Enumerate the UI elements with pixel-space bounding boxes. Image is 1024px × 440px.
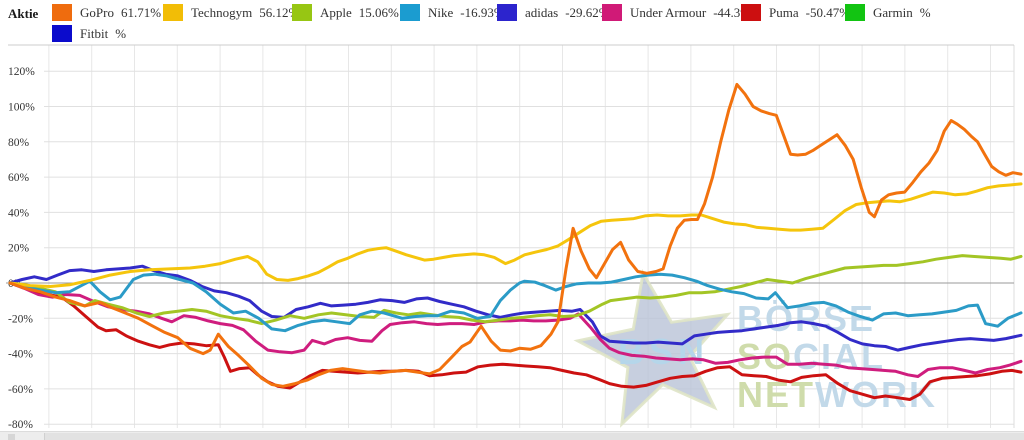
bsn-star-icon	[573, 268, 732, 428]
legend-item-puma[interactable]: Puma -50.47%	[741, 4, 850, 23]
legend-value-gopro: 61.71%	[120, 5, 162, 20]
y-axis-tick-label: 20%	[8, 243, 30, 255]
legend-item-technogym[interactable]: Technogym 56.12%	[163, 4, 299, 23]
series-line-apple	[8, 254, 1023, 326]
legend-value-fitbit: %	[115, 26, 127, 41]
legend-item-garmin[interactable]: Garmin%	[845, 4, 931, 23]
legend-swatch-adidas	[497, 4, 517, 21]
horizontal-gridlines: 120%100%80%60%40%20%0%-20%-40%-60%-80%	[6, 44, 1014, 431]
series-line-gopro	[8, 82, 1023, 388]
watermark-line-text: BÖRSE	[737, 298, 875, 339]
legend-swatch-apple	[292, 4, 312, 21]
legend-swatch-nike	[400, 4, 420, 21]
legend-label-adidas: adidas	[525, 5, 559, 20]
legend-label-gopro: GoPro	[80, 5, 114, 20]
y-axis-tick-label: -20%	[8, 313, 33, 325]
y-axis-tick-label: -40%	[8, 349, 33, 361]
legend-label-technogym: Technogym	[191, 5, 253, 20]
series-lines	[8, 82, 1023, 401]
legend-item-gopro[interactable]: GoPro 61.71%	[52, 4, 161, 23]
legend-item-nike[interactable]: Nike -16.93%	[400, 4, 505, 23]
legend-swatch-garmin	[845, 4, 865, 21]
legend-item-fitbit[interactable]: Fitbit%	[52, 25, 126, 44]
legend-label-apple: Apple	[320, 5, 352, 20]
y-axis-tick-label: 100%	[8, 102, 35, 114]
legend: Aktie GoPro 61.71% Technogym 56.12% Apple 15.…	[0, 0, 1024, 46]
series-line-under-armour	[8, 281, 1023, 378]
series-line-adidas	[8, 264, 1023, 352]
legend-value-garmin: %	[919, 5, 931, 20]
legend-value-technogym: 56.12%	[259, 5, 300, 20]
legend-value-puma: -50.47%	[805, 5, 851, 20]
y-axis-tick-label: 40%	[8, 207, 30, 219]
legend-label-fitbit: Fitbit	[80, 26, 109, 41]
series-line-nike	[8, 272, 1023, 333]
series-line-technogym	[8, 182, 1023, 288]
legend-label-garmin: Garmin	[873, 5, 913, 20]
legend-value-adidas: -29.62%	[565, 5, 610, 20]
legend-item-under-armour[interactable]: Under Armour -44.39%	[602, 4, 758, 23]
scrollbar-left-button[interactable]	[8, 434, 15, 440]
legend-swatch-fitbit	[52, 25, 72, 42]
y-axis-tick-label: 60%	[8, 172, 30, 184]
scrollbar-thumb[interactable]	[44, 433, 1024, 440]
legend-swatch-technogym	[163, 4, 183, 21]
legend-swatch-under-armour	[602, 4, 622, 21]
legend-label-puma: Puma	[769, 5, 799, 20]
watermark-line-text: NETWORK	[737, 374, 937, 415]
legend-label-under-armour: Under Armour	[630, 5, 707, 20]
legend-label-nike: Nike	[428, 5, 454, 20]
y-axis-tick-label: -60%	[8, 384, 33, 396]
legend-title: Aktie	[8, 6, 39, 21]
legend-value-nike: -16.93%	[460, 5, 505, 20]
y-axis-tick-label: 80%	[8, 137, 30, 149]
legend-swatch-gopro	[52, 4, 72, 21]
legend-item-apple[interactable]: Apple 15.06%	[292, 4, 399, 23]
legend-value-apple: 15.06%	[358, 5, 399, 20]
legend-swatch-puma	[741, 4, 761, 21]
y-axis-tick-label: -80%	[8, 419, 33, 431]
legend-item-adidas[interactable]: adidas -29.62%	[497, 4, 610, 23]
y-axis-tick-label: 120%	[8, 66, 35, 78]
horizontal-scrollbar-track[interactable]	[0, 431, 1024, 440]
series-line-puma	[8, 281, 1023, 401]
